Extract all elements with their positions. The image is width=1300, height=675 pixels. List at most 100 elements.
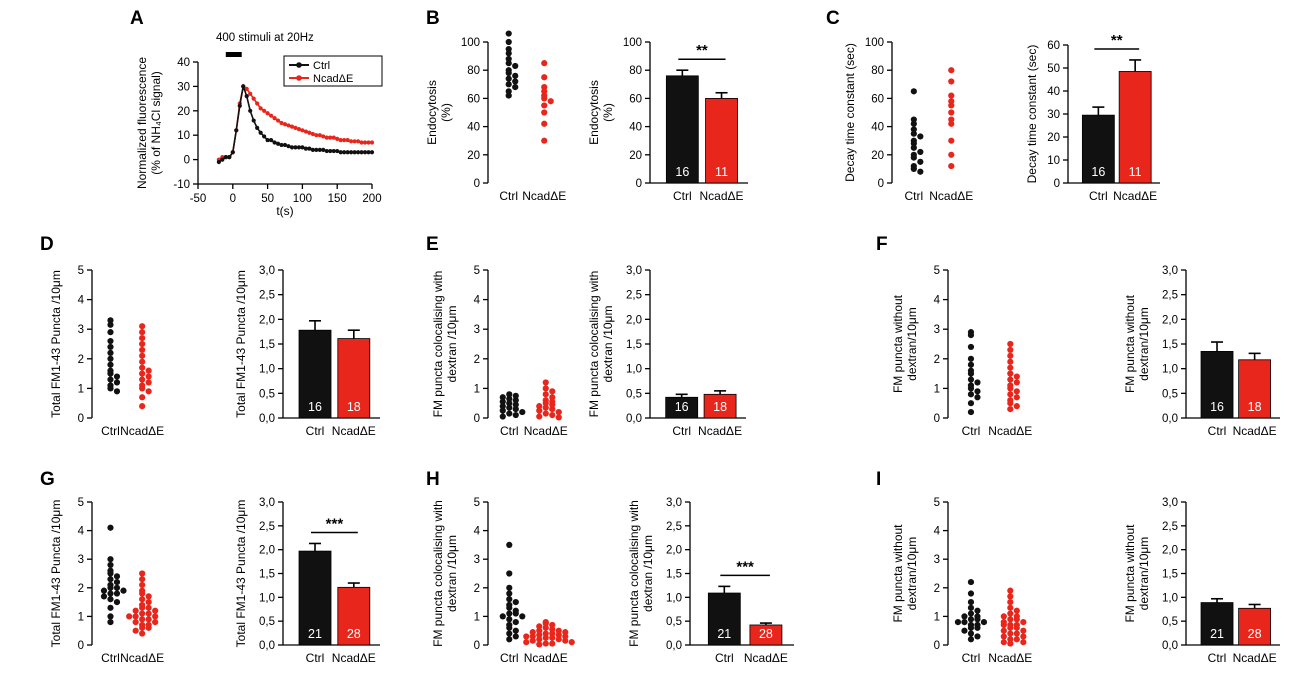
H1-scatter-point-ctrl: [506, 616, 513, 623]
A-stimulus-bar: [225, 52, 242, 57]
H1-scatter-point-ncad: [542, 640, 549, 647]
A-series-point-ncad: [244, 86, 249, 91]
I1-scatter-point-ctrl: [974, 607, 981, 614]
H1-scatter-point-ncad: [542, 624, 549, 631]
A-series-point-ncad: [248, 91, 253, 96]
E1-y-tick-label: 5: [474, 265, 480, 277]
G2-y-tick-label: 2,0: [259, 545, 275, 557]
E1-y-tick-label: 0: [474, 413, 480, 425]
A-series-point-ncad: [355, 139, 361, 144]
A-series-point-ctrl: [241, 84, 246, 89]
B2-n-label: 11: [715, 165, 728, 179]
E1-y-tick-label: 3: [474, 324, 480, 336]
E1-y-axis-label: dextran /10μm: [445, 306, 459, 383]
A-series-point-ctrl: [349, 150, 354, 155]
B1-scatter-point-ncad: [541, 109, 548, 116]
F1-scatter-point-ncad: [1013, 403, 1020, 410]
E1-scatter-point-ctrl: [512, 406, 519, 413]
I1-y-axis-label: FM puncta without: [891, 524, 905, 623]
D1-scatter-point-ctrl: [107, 376, 114, 383]
E1-y-tick-label: 2: [474, 354, 480, 366]
F1-scatter-point-ctrl: [967, 385, 975, 392]
C2-y-axis-label: Decay time constant (sec): [1025, 45, 1039, 184]
A-series-point-ctrl: [268, 137, 274, 143]
D1-y-tick-label: 2: [78, 354, 84, 366]
A-series-point-ctrl: [314, 147, 319, 152]
H1-scatter-point-ncad: [549, 640, 556, 647]
A-series-point-ctrl: [317, 147, 322, 152]
G1-scatter-point-ctrl: [107, 576, 114, 583]
A-legend-marker-ctrl: [296, 62, 302, 68]
G1-scatter-point-ncad: [139, 616, 146, 623]
E1-x-category-label: NcadΔE: [524, 424, 568, 438]
D1-scatter-point-ncad: [139, 334, 146, 342]
A-series-point-ncad: [307, 130, 312, 135]
E1-scatter-point-ncad: [536, 407, 543, 414]
F2-n-label: 18: [1248, 400, 1262, 414]
C1-y-tick-label: 100: [865, 37, 884, 49]
A-series-point-ctrl: [265, 137, 270, 143]
I1-scatter-point-ncad: [1007, 630, 1014, 637]
A-series-point-ctrl: [251, 118, 256, 123]
G1-scatter-point-ncad: [139, 610, 146, 617]
G1-scatter-point-ncad: [139, 581, 146, 589]
H1-scatter-point-ctrl: [506, 584, 513, 591]
D1-scatter-point-ncad: [145, 388, 152, 395]
A-series-point-ctrl: [248, 108, 253, 113]
H1-y-tick-label: 2: [474, 583, 480, 595]
A-series-point-ncad: [349, 139, 354, 144]
G1-scatter-point-ctrl: [107, 604, 114, 611]
C1-scatter-point-ncad: [948, 151, 955, 158]
A-series-point-ncad: [268, 113, 274, 118]
A-series-point-ncad: [300, 128, 305, 133]
A-x-tick-label: 50: [261, 193, 274, 205]
H1-scatter-point-ncad: [555, 636, 562, 643]
E1-scatter-point-ctrl: [512, 411, 519, 419]
A-y-tick-label: 40: [177, 57, 190, 69]
A-series-point-ncad: [258, 106, 263, 111]
A-stimulus-label: 400 stimuli at 20Hz: [216, 32, 314, 44]
A-series-point-ctrl: [342, 150, 347, 155]
I1-scatter-point-ncad: [1020, 639, 1027, 646]
A-series-point-ncad: [275, 118, 281, 123]
A-y-tick-label: 0: [184, 155, 190, 167]
B1-scatter-point-ncad: [547, 98, 554, 105]
A-series-point-ctrl: [234, 128, 239, 133]
A-series-point-ctrl: [272, 140, 277, 145]
F1-scatter-point-ctrl: [974, 379, 981, 386]
H1-scatter-point-ncad: [523, 639, 530, 646]
D2-y-tick-label: 2,0: [259, 314, 275, 326]
F2-bar-ncad: [1238, 359, 1272, 419]
A-series-point-ctrl: [303, 146, 308, 151]
B1-scatter-point-ncad: [541, 102, 548, 109]
C1-scatter-point-ctrl: [917, 168, 924, 175]
H2-y-tick-label: 1,5: [666, 569, 682, 581]
G1-scatter-point-ctrl: [107, 613, 114, 620]
panel-letter-A: A: [130, 8, 144, 29]
F1-scatter-point-ncad: [1007, 406, 1014, 413]
I1-scatter-point-ncad: [1007, 587, 1014, 594]
G1-scatter-point-ncad: [152, 613, 159, 620]
A-y-tick-label: 20: [177, 106, 190, 118]
G2-n-label: 21: [308, 627, 322, 641]
B2-bar-ctrl: [665, 75, 699, 184]
D1-scatter-point-ctrl: [113, 388, 121, 395]
H1-scatter-point-ncad: [536, 641, 543, 648]
B1-scatter-point-ctrl: [512, 78, 519, 85]
F2-n-label: 16: [1210, 400, 1224, 414]
C1-scatter-point-ctrl: [917, 158, 924, 165]
I1-scatter-point-ncad: [1007, 636, 1014, 643]
I2-y-tick-label: 1,0: [1162, 592, 1178, 604]
E1-scatter-point-ncad: [542, 404, 549, 411]
B2-y-tick-label: 0: [636, 178, 642, 190]
F1-scatter-point-ctrl: [967, 370, 975, 377]
F1-y-axis-label: dextran/10μm: [905, 307, 919, 381]
H1-scatter-point-ncad: [549, 626, 556, 633]
E1-scatter-point-ctrl: [506, 391, 513, 398]
H1-y-tick-label: 0: [474, 640, 480, 652]
A-series-point-ncad: [362, 140, 368, 145]
F1-scatter-point-ctrl: [974, 394, 981, 401]
D2-y-tick-label: 1,5: [259, 339, 275, 351]
A-series-point-ctrl: [223, 155, 228, 160]
C1-scatter-point-ncad: [948, 67, 955, 74]
